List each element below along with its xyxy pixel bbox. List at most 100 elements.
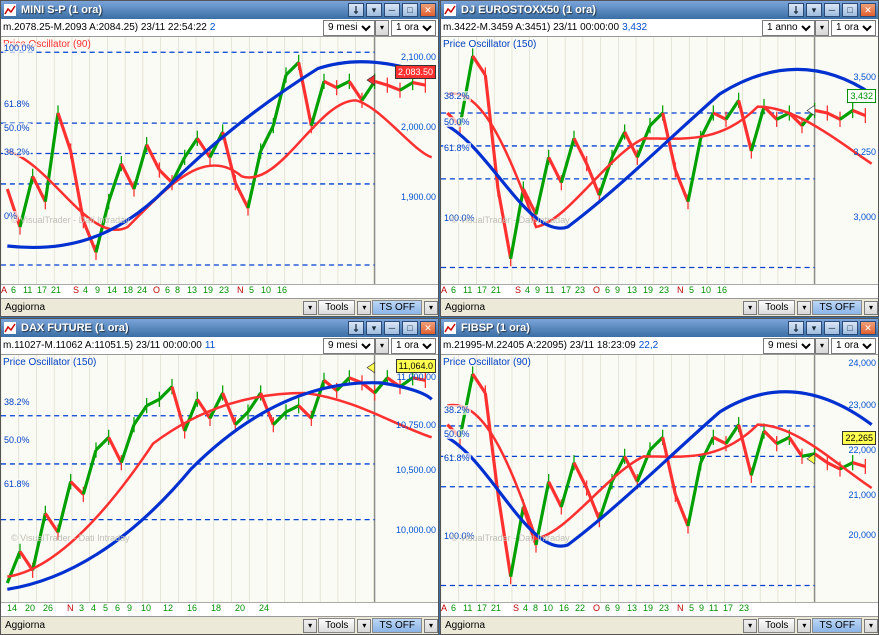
interval-select[interactable]: 1 ora (391, 338, 436, 354)
tools-button[interactable]: Tools (318, 618, 355, 633)
ts-off-button[interactable]: TS OFF (812, 618, 862, 633)
x-axis-label: 9 (95, 285, 100, 295)
ts-off-button[interactable]: TS OFF (372, 618, 422, 633)
period-drop-icon[interactable]: ▾ (815, 20, 829, 36)
x-axis: 142026N34569101216182024 (1, 602, 438, 616)
titlebar: DAX FUTURE (1 ora) ▾ ─ □ ✕ (1, 319, 438, 337)
x-axis-label: 23 (575, 285, 585, 295)
chart-area[interactable]: Price Oscillator (90)100.0%61.8%50.0%38.… (1, 37, 438, 284)
close-button[interactable]: ✕ (860, 321, 876, 335)
x-axis-label: 23 (219, 285, 229, 295)
x-axis-label: 5 (103, 603, 108, 613)
ts-off-button[interactable]: TS OFF (372, 300, 422, 315)
quote-info: m.11027-M.11062 A:11051.5) 23/11 00:00:0… (3, 340, 323, 351)
x-axis-label: 10 (141, 603, 151, 613)
refresh-drop-icon[interactable]: ▾ (303, 619, 317, 633)
ts-drop-icon[interactable]: ▾ (864, 301, 878, 315)
tools-button[interactable]: Tools (758, 300, 795, 315)
panel-title: DJ EUROSTOXX50 (1 ora) (461, 4, 788, 16)
period-select[interactable]: 9 mesi (763, 338, 815, 354)
interval-select[interactable]: 1 ora (831, 20, 876, 36)
y-axis-label: 10,000.00 (396, 525, 436, 535)
minimize-button[interactable]: ─ (384, 321, 400, 335)
dropdown-button[interactable]: ▾ (366, 3, 382, 17)
minimize-button[interactable]: ─ (824, 321, 840, 335)
period-select[interactable]: 9 mesi (323, 338, 375, 354)
x-axis-label: 21 (51, 285, 61, 295)
info-bar: m.2078.25-M.2093 A:2084.25) 23/11 22:54:… (1, 19, 438, 37)
dropdown-button[interactable]: ▾ (366, 321, 382, 335)
chart-svg (441, 355, 878, 602)
x-axis-label: 9 (535, 285, 540, 295)
period-drop-icon[interactable]: ▾ (375, 20, 389, 36)
x-axis-label: 3 (79, 603, 84, 613)
x-axis-label: 26 (43, 603, 53, 613)
dropdown-button[interactable]: ▾ (806, 321, 822, 335)
x-axis-label: 5 (689, 285, 694, 295)
info-bar: m.11027-M.11062 A:11051.5) 23/11 00:00:0… (1, 337, 438, 355)
ts-off-button[interactable]: TS OFF (812, 300, 862, 315)
tools-drop-icon[interactable]: ▾ (357, 301, 371, 315)
refresh-label[interactable]: Aggiorna (441, 302, 742, 313)
tools-button[interactable]: Tools (318, 300, 355, 315)
tools-drop-icon[interactable]: ▾ (357, 619, 371, 633)
pin-button[interactable] (788, 321, 804, 335)
tools-drop-icon[interactable]: ▾ (797, 301, 811, 315)
fib-level-label: 100.0% (3, 43, 36, 53)
ts-drop-icon[interactable]: ▾ (864, 619, 878, 633)
x-axis-label: N (67, 603, 74, 613)
dropdown-button[interactable]: ▾ (806, 3, 822, 17)
period-drop-icon[interactable]: ▾ (815, 338, 829, 354)
x-axis-label: 8 (533, 603, 538, 613)
close-button[interactable]: ✕ (860, 3, 876, 17)
x-axis-label: 19 (203, 285, 213, 295)
x-axis-label: 5 (249, 285, 254, 295)
maximize-button[interactable]: □ (842, 321, 858, 335)
minimize-button[interactable]: ─ (824, 3, 840, 17)
period-select[interactable]: 9 mesi (323, 20, 375, 36)
maximize-button[interactable]: □ (402, 3, 418, 17)
maximize-button[interactable]: □ (402, 321, 418, 335)
titlebar: DJ EUROSTOXX50 (1 ora) ▾ ─ □ ✕ (441, 1, 878, 19)
pin-button[interactable] (788, 3, 804, 17)
tools-button[interactable]: Tools (758, 618, 795, 633)
oscillator-label: Price Oscillator (90) (443, 357, 531, 368)
x-axis-label: 22 (575, 603, 585, 613)
chart-area[interactable]: Price Oscillator (150)38.2%50.0%61.8%11,… (1, 355, 438, 602)
fib-level-label: 38.2% (443, 405, 471, 415)
x-axis-label: 6 (605, 603, 610, 613)
close-button[interactable]: ✕ (420, 321, 436, 335)
watermark: © VisualTrader - Dati Intraday (451, 215, 570, 225)
pin-button[interactable] (348, 321, 364, 335)
ts-drop-icon[interactable]: ▾ (424, 301, 438, 315)
tools-drop-icon[interactable]: ▾ (797, 619, 811, 633)
x-axis-label: 23 (659, 285, 669, 295)
refresh-drop-icon[interactable]: ▾ (303, 301, 317, 315)
minimize-button[interactable]: ─ (384, 3, 400, 17)
x-axis-label: 6 (115, 603, 120, 613)
refresh-drop-icon[interactable]: ▾ (743, 301, 757, 315)
refresh-label[interactable]: Aggiorna (441, 620, 742, 631)
close-button[interactable]: ✕ (420, 3, 436, 17)
x-axis-label: 9 (615, 603, 620, 613)
interval-select[interactable]: 1 ora (831, 338, 876, 354)
refresh-label[interactable]: Aggiorna (1, 620, 302, 631)
chart-panel: FIBSP (1 ora) ▾ ─ □ ✕ m.21995-M.22405 A:… (440, 318, 879, 635)
period-drop-icon[interactable]: ▾ (375, 338, 389, 354)
x-axis-label: 6 (451, 603, 456, 613)
period-select[interactable]: 1 anno (762, 20, 815, 36)
x-axis-label: 13 (627, 603, 637, 613)
chart-area[interactable]: Price Oscillator (150)38.2%50.0%61.8%100… (441, 37, 878, 284)
maximize-button[interactable]: □ (842, 3, 858, 17)
refresh-drop-icon[interactable]: ▾ (743, 619, 757, 633)
x-axis-label: 10 (701, 285, 711, 295)
chart-area[interactable]: Price Oscillator (90)38.2%50.0%61.8%100.… (441, 355, 878, 602)
y-axis-label: 11,000.00 (397, 372, 436, 382)
interval-select[interactable]: 1 ora (391, 20, 436, 36)
chart-panel: DAX FUTURE (1 ora) ▾ ─ □ ✕ m.11027-M.110… (0, 318, 439, 635)
ts-drop-icon[interactable]: ▾ (424, 619, 438, 633)
y-axis-label: 21,000 (848, 490, 876, 500)
refresh-label[interactable]: Aggiorna (1, 302, 302, 313)
pin-button[interactable] (348, 3, 364, 17)
chart-icon (3, 3, 17, 17)
